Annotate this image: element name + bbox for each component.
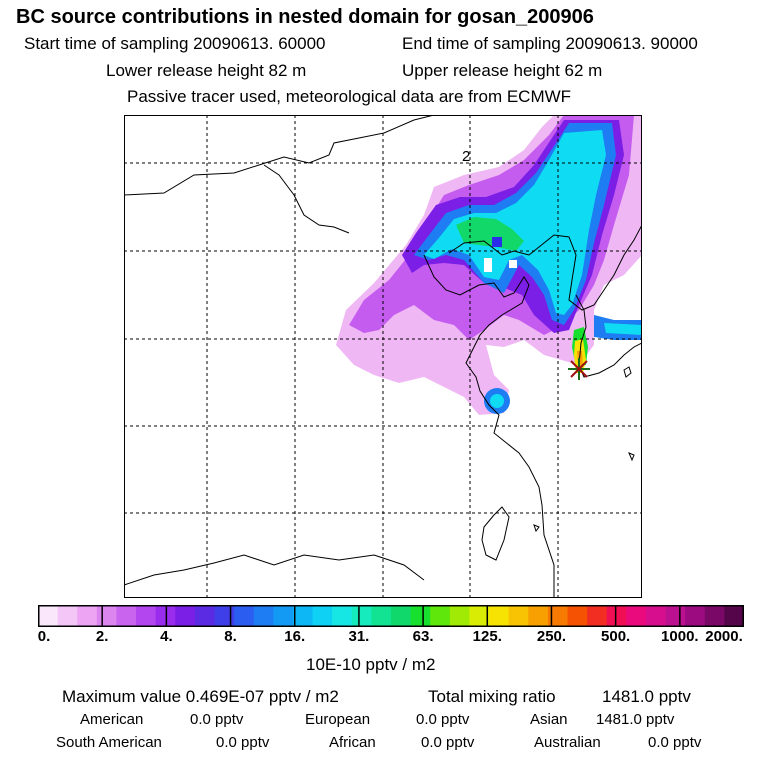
upper-release-height-label: Upper release height 62 m — [402, 61, 603, 80]
colorbar-swatch — [508, 605, 529, 627]
colorbar-swatch — [704, 605, 725, 627]
plume-square — [492, 237, 502, 247]
coastline-west — [263, 164, 350, 234]
colorbar-swatch — [606, 605, 627, 627]
tracer-info-label: Passive tracer used, meteorological data… — [127, 87, 572, 106]
colorbar-swatch — [547, 605, 569, 627]
colorbar — [38, 605, 744, 627]
region-name-african: African — [329, 734, 376, 751]
colorbar-swatch — [567, 605, 588, 627]
colorbar-swatch — [292, 605, 314, 627]
colorbar-swatch — [469, 605, 490, 627]
source-contribution-map: 2 — [124, 115, 642, 598]
coastline-taiwan — [481, 506, 510, 561]
coastline-north — [124, 115, 435, 196]
tracer-plume-layer — [336, 115, 642, 415]
colorbar-swatch — [175, 605, 196, 627]
maximum-value-label: Maximum value 0.469E-07 pptv / m2 — [62, 687, 339, 706]
region-name-american: American — [80, 711, 144, 728]
colorbar-swatch — [391, 605, 412, 627]
colorbar-tick-label: 500. — [601, 628, 631, 645]
colorbar-swatch — [77, 605, 98, 627]
colorbar-swatch — [410, 605, 431, 627]
colorbar-tick-label: 31. — [348, 628, 370, 645]
region-name-south-american: South American — [56, 734, 162, 751]
plume-blob-south-inner — [490, 394, 504, 408]
plume-gap-2 — [509, 260, 517, 268]
asterisk-star-icon — [568, 358, 590, 380]
total-mixing-ratio-value: 1481.0 pptv — [602, 687, 691, 706]
colorbar-swatch — [116, 605, 137, 627]
colorbar-swatch — [449, 605, 471, 627]
region-value-asian: 1481.0 pptv — [596, 711, 675, 728]
colorbar-swatch — [96, 605, 118, 627]
coastlines-layer — [124, 115, 642, 598]
colorbar-unit-label: 10E-10 pptv / m2 — [306, 655, 436, 674]
colorbar-swatch — [371, 605, 392, 627]
colorbar-tick-label: 16. — [284, 628, 306, 645]
colorbar-tick-label: 63. — [412, 628, 434, 645]
lat-lon-grid — [124, 115, 642, 598]
colorbar-swatch — [626, 605, 647, 627]
border-inland — [124, 554, 425, 586]
colorbar-swatch — [332, 605, 353, 627]
region-value-african: 0.0 pptv — [421, 734, 475, 751]
plume-east-branch-cyan — [604, 323, 642, 335]
island-small-2 — [628, 452, 635, 462]
end-time-label: End time of sampling 20090613. 90000 — [402, 34, 698, 53]
colorbar-swatch — [312, 605, 333, 627]
colorbar-tick-label: 0. — [37, 628, 51, 645]
figure-title: BC source contributions in nested domain… — [16, 6, 594, 28]
colorbar-tick-label: 4. — [160, 628, 173, 645]
colorbar-tick-label: 2. — [95, 628, 109, 645]
colorbar-border — [38, 605, 744, 627]
region-name-asian: Asian — [530, 711, 568, 728]
map-border — [124, 115, 642, 598]
colorbar-swatch — [645, 605, 667, 627]
colorbar-swatch — [587, 605, 608, 627]
coastline-mainland — [423, 254, 555, 598]
total-mixing-ratio-label: Total mixing ratio — [428, 687, 556, 706]
colorbar-swatch — [430, 605, 451, 627]
plume-cyan — [424, 130, 606, 315]
map-annotation: 2 — [462, 148, 470, 165]
colorbar-swatch — [194, 605, 216, 627]
island-small — [623, 366, 632, 378]
colorbar-swatch — [234, 605, 255, 627]
colorbar-tick-label: 1000. — [661, 628, 699, 645]
colorbar-tick-label: 2000. — [705, 628, 743, 645]
colorbar-swatch — [57, 605, 78, 627]
region-value-european: 0.0 pptv — [416, 711, 470, 728]
coastline-korea — [575, 294, 642, 378]
colorbar-swatch — [38, 605, 59, 627]
colorbar-tick-label: 125. — [472, 628, 502, 645]
colorbar-swatch — [136, 605, 157, 627]
region-value-australian: 0.0 pptv — [648, 734, 702, 751]
region-value-south-american: 0.0 pptv — [216, 734, 270, 751]
colorbar-tick-label: 250. — [536, 628, 567, 645]
colorbar-swatch — [214, 605, 235, 627]
start-time-label: Start time of sampling 20090613. 60000 — [24, 34, 326, 53]
lower-release-height-label: Lower release height 82 m — [106, 61, 307, 80]
colorbar-swatch — [489, 605, 510, 627]
colorbar-swatch — [528, 605, 549, 627]
region-name-australian: Australian — [534, 734, 601, 751]
colorbar-swatch — [351, 605, 372, 627]
island-small-3 — [533, 524, 540, 533]
region-value-american: 0.0 pptv — [190, 711, 244, 728]
coastline-bohai — [448, 224, 642, 311]
colorbar-swatch — [253, 605, 274, 627]
colorbar-swatch — [665, 605, 686, 627]
colorbar-swatch — [724, 605, 744, 627]
colorbar-tick-label: 8. — [224, 628, 237, 645]
plume-gap — [484, 258, 492, 272]
colorbar-swatch — [273, 605, 294, 627]
colorbar-swatch — [685, 605, 706, 627]
region-name-european: European — [305, 711, 371, 728]
